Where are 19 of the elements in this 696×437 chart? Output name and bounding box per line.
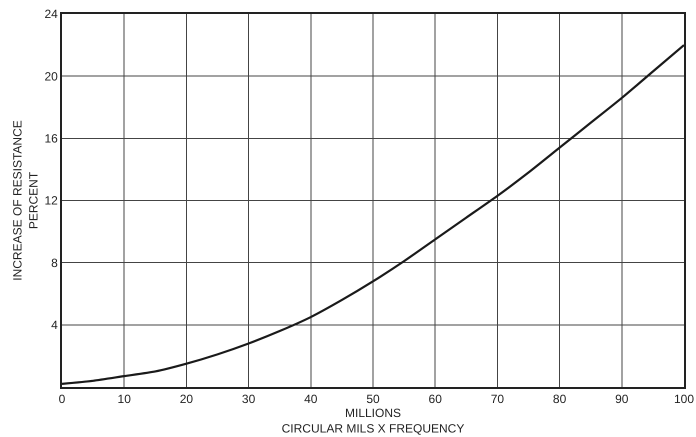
y-tick-label: 20 xyxy=(44,69,58,84)
x-tick-label: 60 xyxy=(428,392,442,406)
x-tick-label: 30 xyxy=(242,392,256,406)
y-tick-label: 16 xyxy=(44,132,58,146)
y-tick-label: 24 xyxy=(44,7,58,22)
x-tick-label: 70 xyxy=(490,392,504,406)
x-tick-label: 80 xyxy=(552,392,567,406)
y-tick-label: 12 xyxy=(44,194,58,208)
x-tick-label: 50 xyxy=(366,392,380,406)
x-tick-label: 0 xyxy=(58,392,66,406)
x-tick-label: 20 xyxy=(180,392,194,406)
y-tick-label: 8 xyxy=(51,256,58,270)
x-axis-title: MILLIONS CIRCULAR MILS X FREQUENCY xyxy=(282,406,464,436)
x-tick-label: 90 xyxy=(615,392,629,406)
y-tick-label: 4 xyxy=(51,318,58,332)
y-axis-title: INCREASE OF RESISTANCE PERCENT xyxy=(10,120,40,281)
x-tick-label: 100 xyxy=(674,392,694,406)
x-tick-label: 10 xyxy=(118,392,132,406)
x-tick-label: 40 xyxy=(304,392,318,406)
